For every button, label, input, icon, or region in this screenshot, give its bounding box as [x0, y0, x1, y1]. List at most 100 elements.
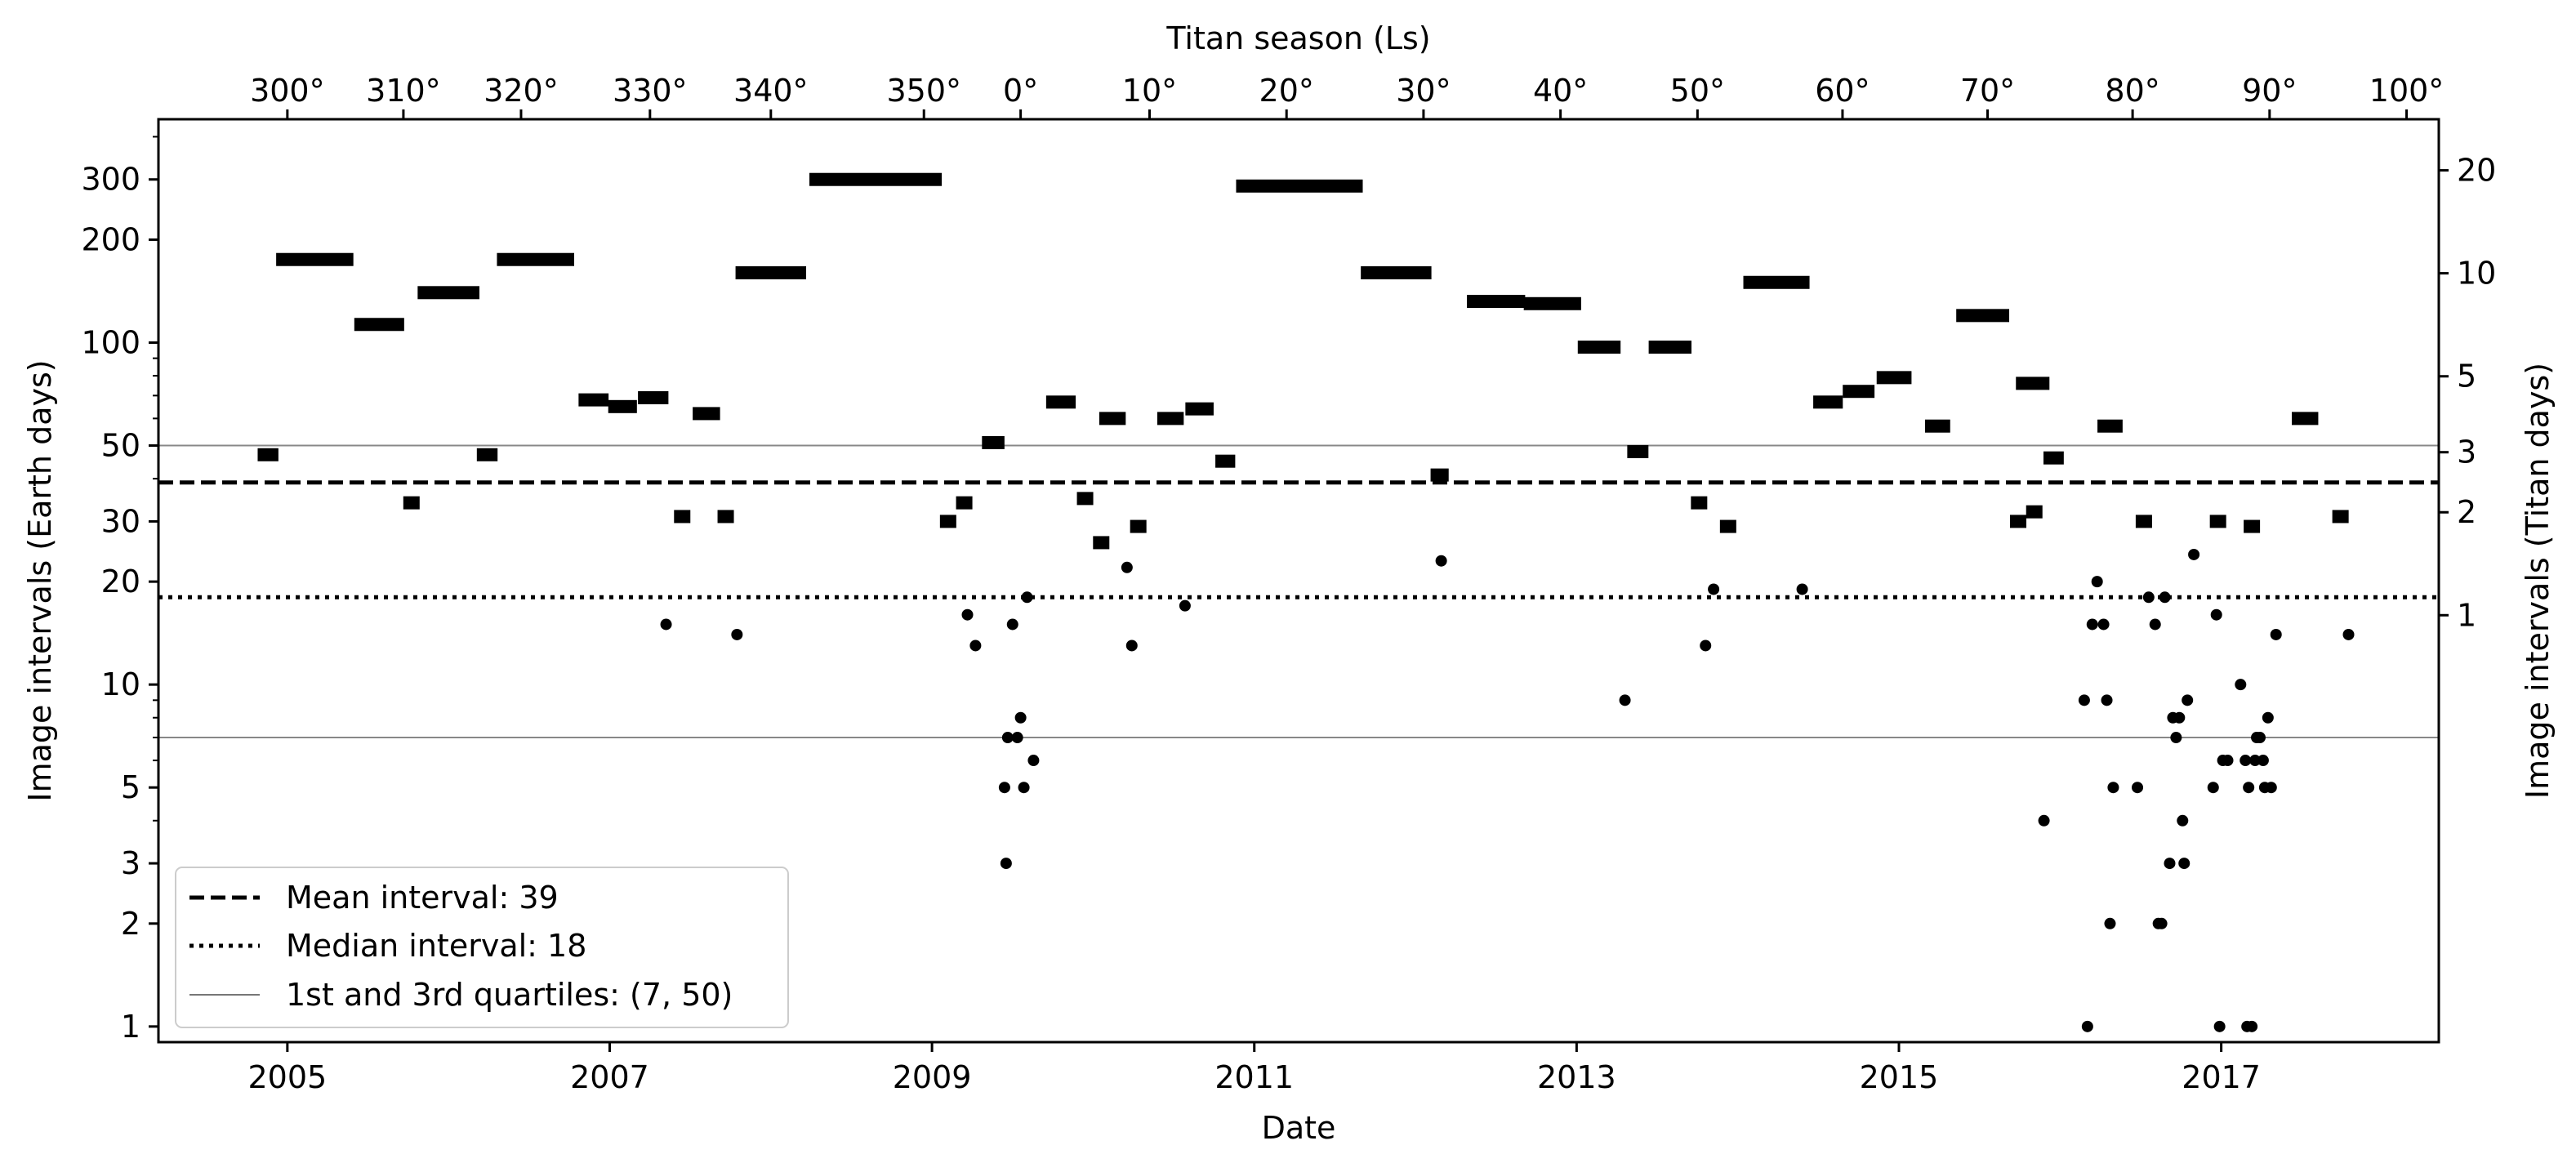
right-tick-label: 2 — [2457, 494, 2476, 530]
interval-marker — [257, 448, 279, 461]
interval-point — [2170, 732, 2182, 744]
x-tick-label: 2007 — [570, 1059, 649, 1095]
legend-mean-label: Mean interval: 39 — [286, 880, 559, 916]
x-tick-label: 2005 — [247, 1059, 327, 1095]
interval-marker — [1813, 395, 1843, 409]
interval-marker — [276, 252, 354, 266]
interval-marker — [1215, 454, 1236, 468]
y-axis-title: Image intervals (Earth days) — [22, 359, 58, 801]
interval-marker — [1157, 412, 1184, 426]
interval-point — [2213, 1020, 2226, 1032]
interval-marker — [1924, 419, 1950, 433]
top-tick-label: 320° — [484, 73, 559, 109]
right-tick-label: 3 — [2457, 434, 2476, 470]
top-tick-label: 340° — [733, 73, 809, 109]
interval-point — [2159, 591, 2171, 604]
interval-marker — [2026, 505, 2043, 519]
interval-point — [1027, 755, 1040, 767]
interval-point — [2243, 782, 2255, 794]
interval-point — [1014, 711, 1027, 724]
interval-marker — [1691, 496, 1708, 510]
interval-point — [2164, 858, 2176, 870]
top-tick-label: 70° — [1960, 73, 2015, 109]
x-tick-label: 2013 — [1537, 1059, 1616, 1095]
interval-marker — [1467, 295, 1526, 309]
interval-marker — [1045, 395, 1076, 409]
interval-marker — [417, 286, 479, 300]
interval-point — [1125, 639, 1138, 652]
interval-point — [2107, 782, 2119, 794]
x-tick-label: 2015 — [1860, 1059, 1939, 1095]
interval-point — [2182, 694, 2194, 706]
interval-point — [1121, 561, 1133, 573]
interval-point — [2253, 732, 2266, 744]
interval-marker — [1876, 371, 1912, 385]
y-tick-label: 100 — [81, 324, 140, 360]
interval-point — [660, 618, 672, 631]
interval-point — [1708, 583, 1720, 595]
interval-marker — [1093, 536, 1110, 550]
x-tick-label: 2011 — [1214, 1059, 1294, 1095]
interval-marker — [608, 399, 637, 413]
interval-marker — [1361, 266, 1432, 280]
interval-marker — [2292, 412, 2319, 426]
top-tick-label: 40° — [1533, 73, 1588, 109]
interval-marker — [1648, 341, 1692, 354]
interval-point — [2207, 782, 2219, 794]
interval-point — [2081, 1020, 2093, 1032]
interval-point — [2177, 814, 2189, 827]
top-tick-label: 20° — [1259, 73, 1314, 109]
legend-median-label: Median interval: 18 — [286, 928, 586, 964]
interval-marker — [1743, 275, 1810, 289]
interval-point — [2342, 628, 2355, 640]
interval-marker — [1719, 519, 1736, 533]
interval-point — [2270, 628, 2282, 640]
interval-point — [1700, 639, 1712, 652]
interval-point — [2078, 694, 2090, 706]
interval-point — [2222, 755, 2234, 767]
interval-point — [2210, 608, 2222, 621]
interval-point — [2097, 618, 2110, 631]
interval-point — [2240, 755, 2252, 767]
interval-point — [1018, 782, 1030, 794]
interval-marker — [2332, 510, 2349, 524]
interval-marker — [982, 435, 1005, 449]
interval-marker — [1523, 296, 1581, 310]
top-tick-label: 310° — [366, 73, 441, 109]
interval-marker — [939, 515, 956, 528]
interval-marker — [1076, 492, 1094, 506]
right-tick-label: 5 — [2457, 359, 2476, 394]
interval-marker — [354, 318, 404, 332]
interval-point — [2173, 711, 2186, 724]
interval-point — [2101, 694, 2113, 706]
interval-point — [2142, 591, 2155, 604]
interval-marker — [1843, 385, 1875, 399]
interval-point — [2188, 548, 2200, 560]
interval-marker — [1130, 519, 1147, 533]
interval-marker — [1577, 341, 1621, 354]
y-tick-label: 10 — [101, 666, 140, 702]
interval-point — [2155, 917, 2168, 929]
interval-point — [2038, 814, 2050, 827]
interval-point — [2086, 618, 2098, 631]
interval-marker — [1956, 309, 2010, 323]
interval-marker — [735, 266, 807, 280]
interval-point — [1000, 858, 1012, 870]
data-marks — [257, 172, 2355, 1032]
interval-point — [1179, 599, 1191, 612]
y-tick-label: 5 — [121, 769, 140, 805]
interval-marker — [2135, 515, 2152, 528]
interval-marker — [1430, 468, 1449, 482]
interval-marker — [578, 393, 609, 407]
y-tick-label: 3 — [121, 845, 140, 881]
interval-marker — [638, 390, 669, 404]
interval-point — [2257, 755, 2269, 767]
top-tick-label: 10° — [1122, 73, 1177, 109]
interval-marker — [2209, 515, 2226, 528]
interval-point — [1001, 732, 1014, 744]
y-tick-label: 50 — [101, 428, 140, 464]
interval-point — [2246, 1020, 2258, 1032]
right-tick-label: 10 — [2457, 256, 2496, 292]
